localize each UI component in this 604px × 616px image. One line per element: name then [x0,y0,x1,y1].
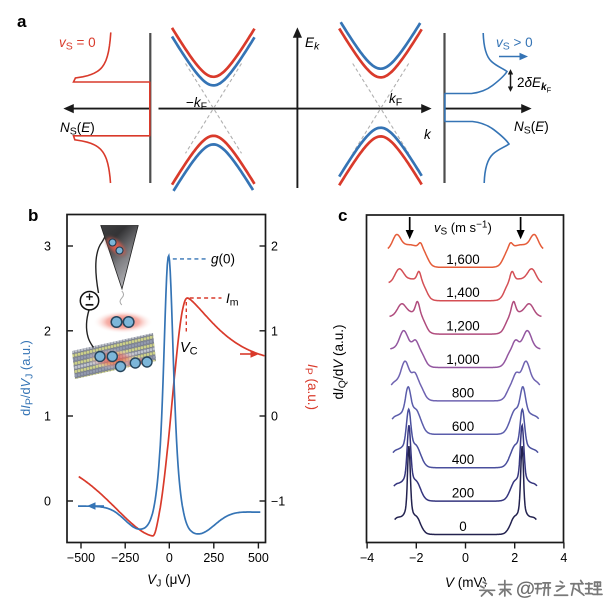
svg-text:0: 0 [462,551,469,565]
svg-text:VJ (μV): VJ (μV) [147,572,191,590]
svg-text:250: 250 [203,551,224,565]
svg-text:600: 600 [452,419,474,434]
svg-text:−250: −250 [111,551,139,565]
svg-text:vS > 0: vS > 0 [496,35,533,53]
svg-text:IP (a.u.): IP (a.u.) [303,364,321,410]
svg-text:Im: Im [226,291,239,309]
svg-text:2: 2 [44,324,51,338]
svg-text:1,600: 1,600 [446,252,480,267]
svg-text:NS(E): NS(E) [60,120,95,138]
svg-text:3: 3 [44,240,51,254]
svg-text:500: 500 [248,551,269,565]
svg-text:−4: −4 [360,551,374,565]
svg-text:4: 4 [560,551,567,565]
svg-text:−1: −1 [271,495,285,509]
svg-text:400: 400 [452,452,474,467]
svg-text:NS(E): NS(E) [514,119,549,137]
svg-text:V (mV): V (mV) [445,575,487,590]
svg-text:1: 1 [271,324,278,338]
svg-text:0: 0 [271,410,278,424]
svg-text:dIQ/dV (a.u.): dIQ/dV (a.u.) [331,325,349,400]
svg-text:VC: VC [180,340,198,358]
svg-text:200: 200 [452,486,474,501]
svg-text:Ek: Ek [305,35,320,53]
svg-text:vS (m s−1): vS (m s−1) [434,220,492,238]
svg-text:−2: −2 [409,551,423,565]
svg-text:dIP/dVJ (a.u.): dIP/dVJ (a.u.) [18,340,36,416]
svg-text:g(0): g(0) [211,252,235,267]
svg-text:2: 2 [511,551,518,565]
svg-text:0: 0 [44,495,51,509]
svg-text:k: k [424,127,432,142]
svg-text:1: 1 [44,410,51,424]
svg-text:a: a [17,12,27,31]
svg-text:c: c [338,206,347,225]
svg-text:800: 800 [452,385,474,400]
svg-text:1,000: 1,000 [446,352,480,367]
svg-text:2: 2 [271,240,278,254]
svg-text:1,400: 1,400 [446,285,480,300]
svg-text:kF: kF [389,91,402,109]
svg-text:0: 0 [166,551,173,565]
svg-text:−500: −500 [67,551,95,565]
svg-text:@: @ [516,578,535,600]
svg-text:0: 0 [459,519,466,534]
svg-text:vS = 0: vS = 0 [59,35,96,53]
svg-text:1,200: 1,200 [446,319,480,334]
svg-text:b: b [28,206,38,225]
